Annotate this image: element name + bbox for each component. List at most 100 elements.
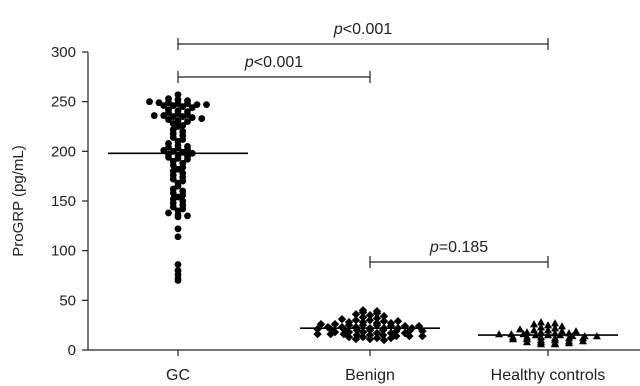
benign-data-point <box>379 312 389 321</box>
benign-data-point <box>323 322 333 332</box>
healthy-data-point <box>537 333 545 341</box>
x-category-label: Healthy controls <box>491 367 606 384</box>
benign-data-point <box>365 316 375 325</box>
gc-data-point <box>165 95 172 103</box>
gc-data-point <box>174 261 182 268</box>
gc-data-point <box>165 209 172 217</box>
p-value: =0.185 <box>439 239 488 256</box>
gc-data-point <box>184 118 191 125</box>
benign-data-point <box>365 311 375 320</box>
gc-data-point <box>184 108 191 115</box>
p-symbol: p <box>333 21 343 38</box>
gc-data-point <box>165 139 172 147</box>
benign-data-point <box>316 319 326 329</box>
healthy-data-point <box>565 334 573 342</box>
healthy-data-point <box>572 327 580 335</box>
healthy-data-point <box>507 330 516 338</box>
gc-data-point <box>203 101 210 109</box>
benign-data-point <box>358 317 368 327</box>
gc-data-point <box>174 117 182 124</box>
benign-data-point <box>418 331 427 341</box>
p-value: <0.001 <box>254 54 303 71</box>
x-ticks: GC Benign Healthy controls <box>166 350 605 384</box>
gc-data-point <box>184 142 191 150</box>
y-tick-label: 250 <box>51 94 76 111</box>
gc-data-point <box>174 267 182 274</box>
healthy-data-point <box>544 321 552 329</box>
data-points <box>146 91 601 348</box>
benign-data-point <box>358 313 368 322</box>
gc-data-point <box>184 212 191 220</box>
gc-data-point <box>198 115 206 122</box>
benign-data-point <box>344 317 354 327</box>
gc-data-point <box>174 91 182 99</box>
gc-data-point <box>174 225 182 233</box>
benign-data-point <box>352 330 362 340</box>
gc-data-point <box>174 96 182 104</box>
gc-data-point <box>179 197 187 205</box>
gc-data-point <box>179 187 187 195</box>
healthy-data-point <box>537 318 545 326</box>
benign-data-point <box>372 314 382 323</box>
p-symbol: p <box>244 54 254 71</box>
y-ticks: 0 50 100 150 200 250 300 <box>51 44 88 359</box>
gc-data-point <box>179 128 187 135</box>
benign-data-point <box>337 315 347 324</box>
gc-data-point <box>179 159 187 167</box>
gc-data-point <box>150 112 158 119</box>
benign-data-point <box>365 330 375 340</box>
benign-data-point <box>313 324 322 334</box>
healthy-data-point <box>537 323 545 331</box>
p-value-label: p=0.185 <box>429 239 488 256</box>
benign-data-point <box>386 318 396 328</box>
healthy-data-point <box>530 320 538 328</box>
bracket-line <box>177 38 549 50</box>
x-category-label: GC <box>166 367 190 384</box>
healthy-data-point <box>544 326 552 334</box>
y-axis-title: ProGRP (pg/mL) <box>10 145 27 256</box>
median-lines <box>108 152 618 336</box>
benign-data-point <box>358 306 368 315</box>
p-value-label: p<0.001 <box>244 54 303 71</box>
benign-data-point <box>351 310 361 319</box>
gc-data-point <box>184 97 191 105</box>
benign-data-point <box>337 322 347 332</box>
healthy-data-point <box>516 325 524 333</box>
gc-data-point <box>193 101 201 109</box>
benign-data-point <box>372 318 382 328</box>
p-value-label: p<0.001 <box>333 21 392 38</box>
y-tick-label: 100 <box>51 243 76 260</box>
x-category-label: Benign <box>345 367 395 384</box>
gc-data-point <box>155 99 163 107</box>
benign-data-point <box>372 307 382 316</box>
bracket-line <box>369 256 549 268</box>
benign-data-point <box>393 316 403 326</box>
benign-data-point <box>372 333 382 343</box>
healthy-data-point <box>523 328 531 336</box>
healthy-data-point <box>537 328 545 336</box>
gc-data-point <box>146 98 153 106</box>
benign-data-point <box>330 319 340 329</box>
healthy-data-point <box>495 330 504 338</box>
gc-data-point <box>165 106 172 114</box>
y-tick-label: 150 <box>51 193 76 210</box>
p-value: <0.001 <box>343 21 392 38</box>
healthy-data-point <box>551 319 559 327</box>
bracket-line <box>177 71 371 83</box>
y-tick-label: 300 <box>51 44 76 61</box>
benign-data-point <box>351 316 361 325</box>
y-tick-label: 0 <box>68 342 76 359</box>
gc-data-point <box>174 233 182 241</box>
healthy-data-point <box>558 327 566 335</box>
benign-data-point <box>372 328 382 338</box>
benign-data-point <box>313 329 322 339</box>
benign-data-point <box>418 326 427 336</box>
healthy-data-point <box>551 334 559 342</box>
healthy-data-point <box>551 324 559 332</box>
gc-data-point <box>174 107 182 115</box>
benign-data-point <box>379 316 389 326</box>
y-tick-label: 200 <box>51 143 76 160</box>
healthy-data-point <box>558 322 566 330</box>
